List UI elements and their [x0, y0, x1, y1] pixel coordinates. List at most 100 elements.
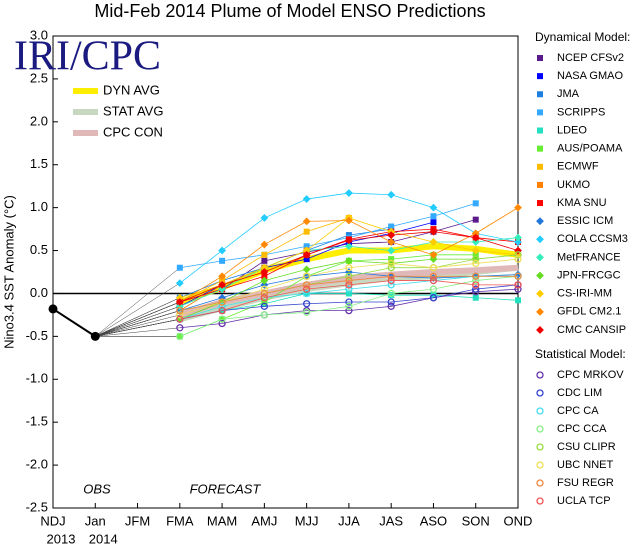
marker	[515, 297, 521, 304]
marker	[472, 272, 480, 280]
marker	[218, 285, 226, 294]
marker	[430, 213, 437, 220]
marker	[471, 233, 480, 242]
connector	[95, 310, 180, 337]
marker	[514, 238, 522, 246]
marker	[429, 250, 438, 259]
legend-title: Dynamical Model:	[535, 30, 630, 44]
marker	[302, 281, 311, 289]
marker	[260, 263, 269, 272]
marker	[218, 280, 226, 289]
marker	[345, 189, 353, 197]
legend-swatch	[536, 389, 544, 397]
marker	[175, 298, 184, 306]
marker	[514, 255, 522, 263]
marker	[260, 276, 269, 285]
marker	[345, 216, 353, 225]
marker	[387, 302, 395, 310]
legend-label: CMC CANSIP	[557, 324, 626, 336]
marker	[471, 246, 480, 255]
marker	[345, 306, 353, 315]
observed-point	[48, 304, 58, 314]
marker	[472, 276, 480, 285]
marker	[260, 311, 269, 319]
series-line	[179, 258, 519, 316]
series-line	[179, 284, 519, 320]
marker	[387, 238, 396, 246]
marker	[261, 251, 268, 258]
marker	[514, 233, 522, 242]
series-line	[179, 202, 476, 269]
legend-label: ESSIC ICM	[557, 215, 613, 227]
marker	[260, 289, 269, 298]
legend-swatch	[537, 145, 543, 152]
marker	[260, 294, 269, 302]
marker	[472, 200, 479, 207]
legend-label: NASA GMAO	[557, 70, 623, 82]
legend-swatch	[536, 217, 544, 226]
annotation: OBS	[83, 481, 111, 496]
marker	[219, 257, 226, 264]
marker	[218, 246, 226, 255]
y-tick-label: 0.0	[30, 285, 48, 300]
marker	[345, 290, 352, 297]
y-tick-label: -0.5	[26, 328, 48, 343]
legend-swatch	[537, 109, 543, 116]
marker	[514, 251, 522, 259]
marker	[302, 246, 311, 255]
marker	[345, 236, 353, 245]
legend-swatch	[536, 497, 544, 505]
legend-label: COLA CCSM3	[557, 233, 628, 245]
series-line	[179, 275, 518, 320]
marker	[219, 277, 226, 284]
marker	[387, 246, 396, 255]
legend-swatch	[536, 289, 544, 298]
marker	[218, 298, 226, 306]
legend-swatch	[536, 371, 544, 379]
marker	[345, 264, 353, 272]
marker	[302, 250, 311, 259]
connector	[95, 282, 180, 337]
x-tick-label: NDJ	[40, 513, 65, 528]
legend-swatch	[536, 271, 544, 280]
legend-label: AUS/POAMA	[557, 143, 623, 155]
marker	[387, 276, 395, 285]
legend-swatch	[536, 253, 544, 262]
marker	[302, 272, 311, 280]
series-line	[179, 275, 518, 312]
marker	[388, 223, 395, 230]
marker	[429, 227, 438, 236]
legend-swatch	[536, 307, 544, 316]
y-tick-label: 1.5	[30, 156, 48, 171]
marker	[175, 279, 184, 288]
marker	[387, 259, 395, 268]
marker	[429, 272, 438, 280]
legend-swatch	[537, 181, 543, 188]
connector	[95, 306, 180, 337]
marker	[472, 288, 480, 296]
y-tick-label: -1.5	[26, 414, 48, 429]
marker	[472, 216, 479, 223]
marker	[175, 302, 184, 311]
marker	[345, 302, 353, 310]
legend-label: GFDL CM2.1	[557, 306, 621, 318]
marker	[345, 256, 353, 265]
marker	[429, 264, 438, 272]
x-tick-label: SON	[462, 513, 490, 528]
legend-label: UCLA TCP	[557, 495, 611, 507]
x-tick-label: FMA	[166, 513, 194, 528]
series-line	[179, 254, 476, 337]
year-label: 2013	[47, 531, 76, 546]
marker	[218, 315, 226, 323]
marker	[218, 272, 226, 281]
legend-label: STAT AVG	[103, 103, 163, 118]
legend-label: UBC NNET	[557, 459, 614, 471]
legend-swatch	[536, 461, 544, 469]
y-tick-label: -2.5	[26, 499, 48, 514]
marker	[429, 276, 438, 285]
x-tick-label: MJJ	[295, 513, 319, 528]
marker	[471, 229, 480, 238]
marker	[472, 251, 479, 258]
marker	[303, 243, 310, 250]
marker	[176, 306, 184, 315]
